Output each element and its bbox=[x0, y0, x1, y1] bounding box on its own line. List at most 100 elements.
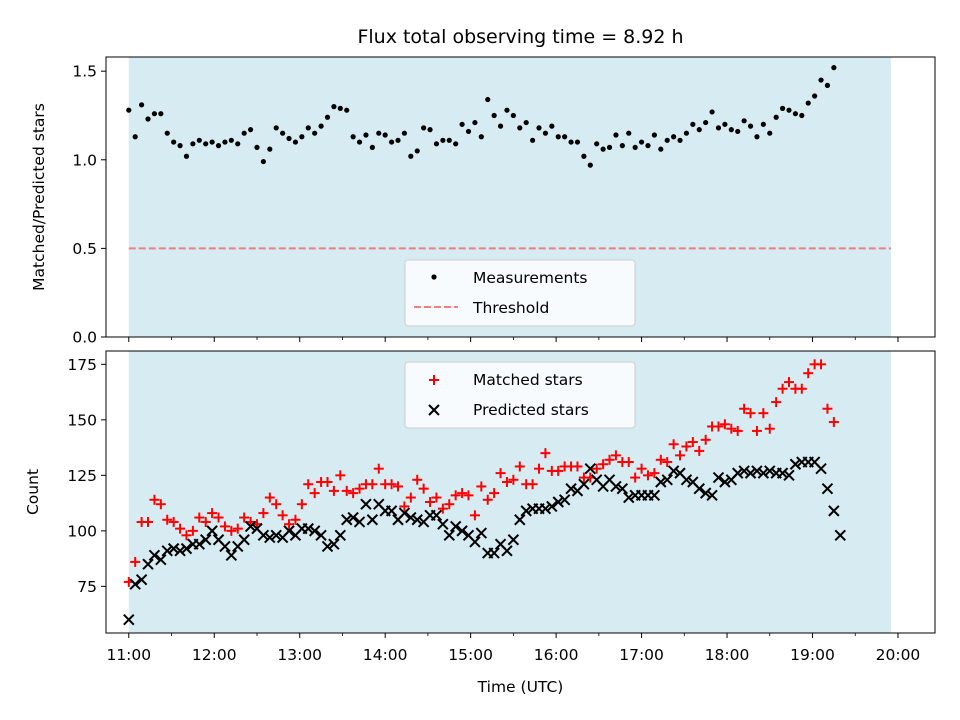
predicted-star-point bbox=[751, 465, 763, 477]
x-stroke-b bbox=[469, 536, 481, 548]
matched-star-point bbox=[181, 530, 192, 541]
x-stroke-b bbox=[302, 522, 314, 535]
x-stroke-b bbox=[815, 462, 827, 475]
x-stroke-b bbox=[341, 514, 353, 526]
measurement-point bbox=[600, 146, 606, 152]
matched-star-point bbox=[655, 454, 666, 465]
measurement-point bbox=[722, 121, 728, 127]
x-stroke-b bbox=[661, 474, 673, 486]
measurement-point bbox=[568, 139, 574, 145]
measurement-point bbox=[388, 139, 395, 145]
predicted-star-point bbox=[584, 462, 597, 475]
predicted-star-point bbox=[514, 514, 526, 526]
measurement-point bbox=[427, 127, 433, 133]
measurement-point bbox=[799, 112, 805, 119]
predicted-star-point bbox=[161, 545, 173, 557]
matched-star-point bbox=[373, 463, 384, 474]
legend-measurements-label: Measurements bbox=[473, 269, 588, 287]
measurement-point bbox=[497, 123, 504, 129]
top-legend-box bbox=[404, 259, 636, 327]
x-tick-label: 17:00 bbox=[619, 646, 664, 664]
matched-star-point bbox=[642, 470, 653, 481]
predicted-star-point bbox=[648, 489, 661, 502]
matched-star-point bbox=[630, 472, 641, 483]
measurement-point bbox=[472, 119, 478, 126]
matched-star-point bbox=[264, 492, 275, 503]
measurement-point bbox=[376, 130, 382, 136]
measurement-point bbox=[446, 137, 452, 143]
top-y-tick-label: 0.5 bbox=[72, 240, 97, 258]
matched-star-point bbox=[418, 483, 429, 494]
predicted-star-point bbox=[552, 496, 564, 508]
predicted-star-point bbox=[135, 574, 148, 586]
measurement-point bbox=[741, 118, 747, 124]
predicted-star-point bbox=[616, 482, 629, 495]
measurement-point bbox=[453, 141, 459, 147]
predicted-star-point bbox=[353, 516, 366, 528]
measurement-point bbox=[536, 125, 542, 131]
matched-stars-points bbox=[123, 359, 839, 587]
matched-star-point bbox=[758, 408, 769, 419]
measurement-point bbox=[824, 82, 831, 88]
bottom-y-tick-label: 175 bbox=[67, 356, 97, 374]
measurement-point bbox=[215, 143, 222, 149]
x-stroke-b bbox=[558, 494, 571, 506]
predicted-star-point bbox=[623, 491, 635, 504]
matched-star-point bbox=[713, 421, 724, 432]
predicted-star-point bbox=[738, 465, 750, 477]
predicted-star-point bbox=[244, 520, 257, 533]
x-stroke-b bbox=[430, 509, 443, 522]
x-stroke-b bbox=[712, 471, 725, 484]
measurement-point bbox=[235, 141, 241, 147]
measurement-point bbox=[510, 112, 516, 119]
predicted-star-point bbox=[655, 476, 667, 488]
measurement-point bbox=[222, 139, 228, 145]
x-tick-label: 11:00 bbox=[106, 646, 151, 664]
matched-star-point bbox=[367, 479, 378, 490]
predicted-star-point bbox=[334, 529, 347, 542]
measurement-point bbox=[574, 139, 581, 145]
matched-star-point bbox=[354, 483, 365, 494]
bottom-y-ticks: 75 100 125 150 175 bbox=[67, 356, 106, 596]
measurement-point bbox=[132, 134, 138, 140]
predicted-star-point bbox=[783, 469, 795, 482]
predicted-star-point bbox=[699, 487, 712, 499]
x-stroke-b bbox=[751, 465, 763, 477]
predicted-star-point bbox=[712, 471, 725, 484]
x-stroke-b bbox=[776, 467, 789, 479]
matched-star-point bbox=[322, 477, 333, 488]
matched-star-point bbox=[636, 463, 647, 474]
x-stroke-b bbox=[674, 467, 686, 479]
top-y-tick-label: 1.5 bbox=[72, 63, 97, 81]
x-stroke-b bbox=[494, 538, 507, 550]
predicted-star-point bbox=[757, 467, 770, 479]
bottom-y-tick-label: 125 bbox=[67, 467, 97, 485]
bottom-y-axis-label: Count bbox=[24, 469, 42, 515]
x-stroke-b bbox=[206, 525, 218, 537]
matched-star-point bbox=[207, 508, 218, 519]
matched-star-point bbox=[828, 417, 839, 428]
x-tick-label: 19:00 bbox=[790, 646, 835, 664]
legend-matched-marker bbox=[429, 375, 439, 385]
top-legend: Measurements Threshold bbox=[404, 259, 636, 327]
predicted-star-point bbox=[578, 478, 590, 490]
measurement-point bbox=[594, 141, 600, 147]
measurement-point bbox=[703, 119, 709, 126]
x-stroke-b bbox=[244, 520, 257, 533]
matched-star-point bbox=[386, 479, 397, 490]
x-stroke-b bbox=[520, 505, 532, 517]
measurement-point bbox=[241, 130, 247, 136]
measurement-point bbox=[369, 144, 375, 150]
measurement-point bbox=[286, 135, 292, 142]
measurement-point bbox=[126, 107, 132, 113]
x-stroke-b bbox=[475, 527, 488, 539]
predicted-star-point bbox=[539, 502, 552, 515]
measurement-point bbox=[792, 111, 799, 117]
matched-star-point bbox=[649, 468, 660, 479]
x-stroke-b bbox=[405, 511, 417, 524]
matched-star-point bbox=[694, 445, 705, 456]
x-stroke-b bbox=[283, 525, 295, 537]
matched-star-point bbox=[425, 496, 436, 507]
predicted-star-point bbox=[142, 558, 154, 570]
x-stroke-b bbox=[578, 478, 590, 490]
